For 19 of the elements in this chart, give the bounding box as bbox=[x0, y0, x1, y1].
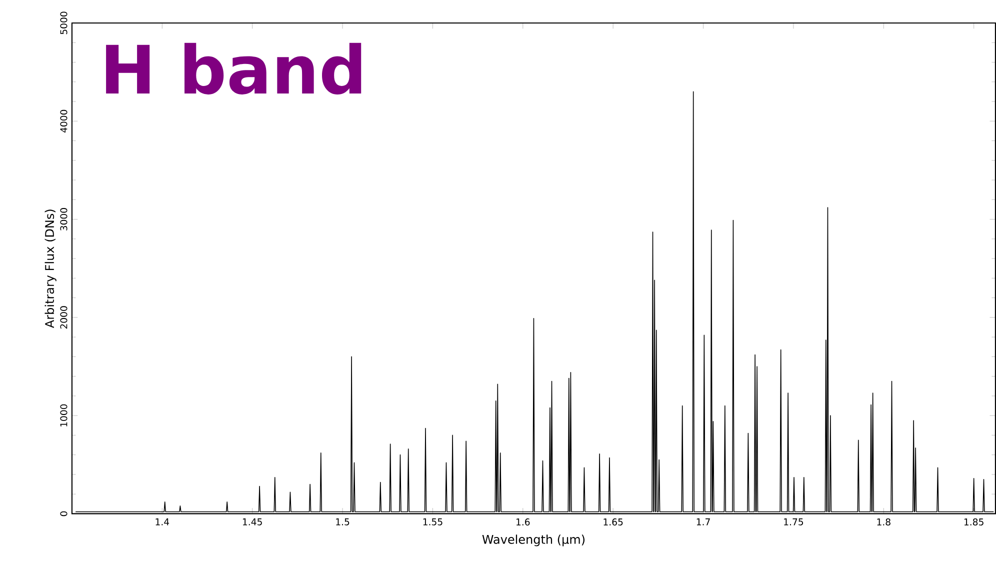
y-axis-title: Arbitrary Flux (DNs) bbox=[44, 210, 56, 328]
y-tick-label: 0 bbox=[60, 512, 68, 516]
x-tick-label: 1.8 bbox=[877, 518, 890, 526]
y-tick-label: 3000 bbox=[60, 208, 68, 231]
y-tick-label: 1000 bbox=[60, 404, 68, 427]
x-axis-title: Wavelength (μm) bbox=[482, 534, 585, 546]
chart-title: H band bbox=[106, 43, 362, 95]
x-tick-label: 1.5 bbox=[336, 518, 350, 526]
y-tick-label: 5000 bbox=[60, 12, 68, 34]
x-tick-label: 1.85 bbox=[964, 518, 984, 526]
x-tick-label: 1.6 bbox=[516, 518, 530, 526]
y-tick-label: 4000 bbox=[60, 110, 68, 133]
y-tick-label: 2000 bbox=[60, 306, 68, 329]
x-tick-label: 1.55 bbox=[423, 518, 442, 526]
x-tick-label: 1.65 bbox=[604, 518, 623, 526]
x-tick-label: 1.75 bbox=[784, 518, 804, 526]
x-tick-label: 1.7 bbox=[696, 518, 710, 526]
x-tick-label: 1.45 bbox=[242, 518, 262, 526]
x-tick-label: 1.4 bbox=[156, 518, 170, 526]
